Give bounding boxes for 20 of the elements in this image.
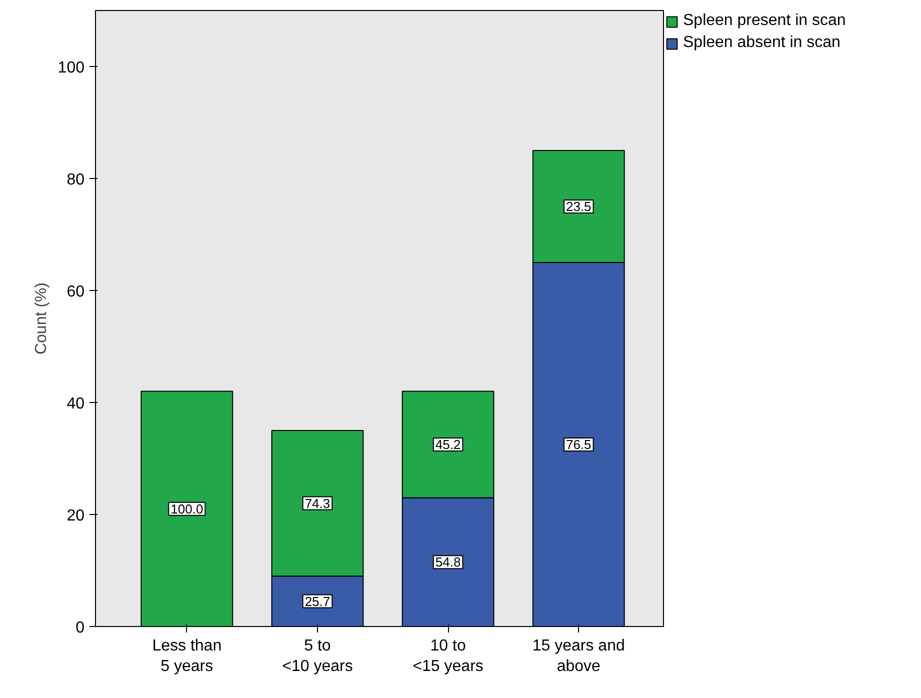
legend-label: Spleen present in scan — [683, 12, 846, 30]
y-axis-title: Count (%) — [32, 282, 50, 355]
legend-label: Spleen absent in scan — [683, 34, 840, 52]
annotation: 23.5 — [566, 199, 592, 214]
y-tick-label: 80 — [66, 172, 85, 188]
y-tick-label: 40 — [66, 396, 85, 412]
annotation: 45.2 — [435, 437, 461, 452]
annotation: 54.8 — [435, 554, 461, 570]
x-tick-label: 5 to <10 years — [282, 638, 353, 675]
y-tick-label: 0 — [76, 620, 85, 636]
annotation: 100.0 — [170, 501, 204, 516]
annotation: 74.3 — [304, 496, 330, 511]
annotation: 76.5 — [566, 437, 592, 452]
x-tick-label: Less than 5 years — [152, 638, 222, 675]
y-tick-label: 100 — [58, 60, 85, 76]
y-tick-label: 60 — [66, 284, 85, 300]
annotation: 25.7 — [304, 594, 330, 609]
y-tick-label: 20 — [66, 508, 85, 524]
x-tick-label: 10 to <15 years — [412, 638, 484, 675]
x-tick-label: 15 years and above — [532, 638, 625, 675]
